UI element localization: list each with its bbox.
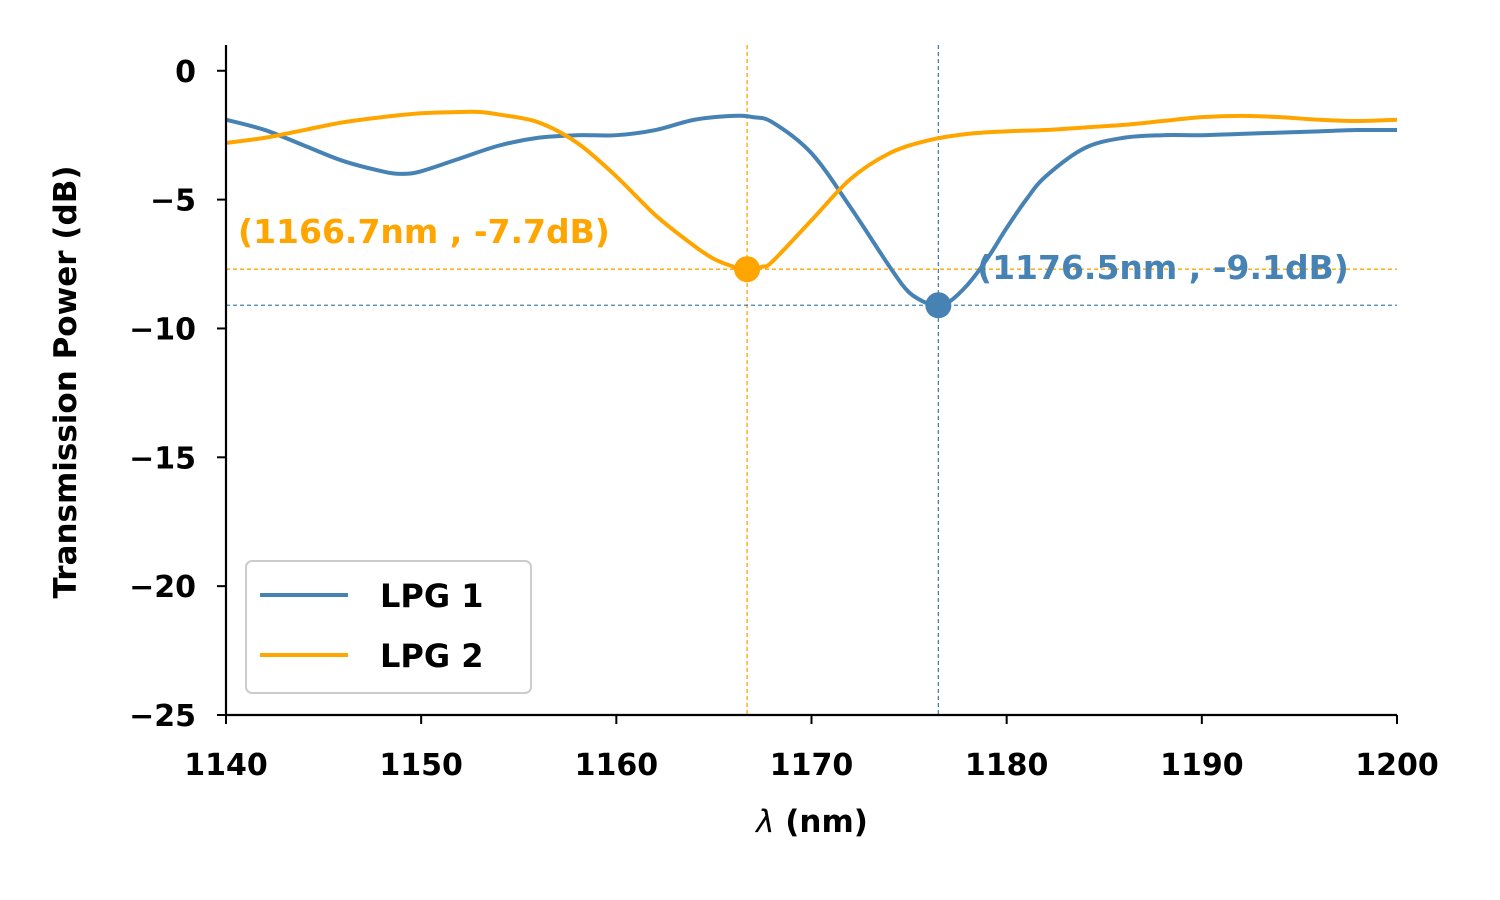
minimum-marker — [734, 256, 761, 283]
y-tick-label: −25 — [129, 699, 196, 734]
series-lines — [225, 109, 1398, 308]
x-tick-label: 1200 — [1355, 748, 1439, 783]
x-axis-symbol: λ — [754, 804, 774, 840]
x-tick-label: 1180 — [965, 748, 1049, 783]
reference-lines — [226, 45, 1397, 715]
x-axis-unit: (nm) — [774, 804, 868, 840]
series-line-lpg1 — [225, 113, 1398, 308]
x-tick-label: 1140 — [184, 748, 268, 783]
y-tick-label: −20 — [129, 570, 196, 605]
annotations: (1166.7nm , -7.7dB) (1176.5nm , -9.1dB) — [238, 212, 1349, 287]
minimum-markers — [734, 256, 952, 319]
y-tick-label: −10 — [129, 312, 196, 347]
y-tick-label: 0 — [175, 55, 196, 90]
legend-label-lpg2: LPG 2 — [380, 637, 484, 675]
x-axis-label: λ (nm) — [754, 804, 868, 840]
y-tick-label: −15 — [129, 441, 196, 476]
x-tick-label: 1150 — [379, 748, 463, 783]
legend: LPG 1 LPG 2 — [245, 560, 532, 694]
series-line-lpg2 — [225, 109, 1398, 272]
minimum-marker — [925, 292, 952, 319]
annotation-label: (1166.7nm , -7.7dB) — [238, 212, 610, 251]
x-tick-label: 1160 — [575, 748, 659, 783]
legend-label-lpg1: LPG 1 — [380, 577, 484, 615]
x-tick-label: 1170 — [770, 748, 854, 783]
annotation-label: (1176.5nm , -9.1dB) — [977, 248, 1349, 287]
y-tick-label: −5 — [150, 184, 196, 219]
x-tick-label: 1190 — [1160, 748, 1244, 783]
y-axis-label: Transmission Power (dB) — [48, 165, 84, 598]
ticks: 1140 1150 1160 1170 1180 1190 1200 0 −5 −10 −15 −20… — [129, 55, 1439, 783]
